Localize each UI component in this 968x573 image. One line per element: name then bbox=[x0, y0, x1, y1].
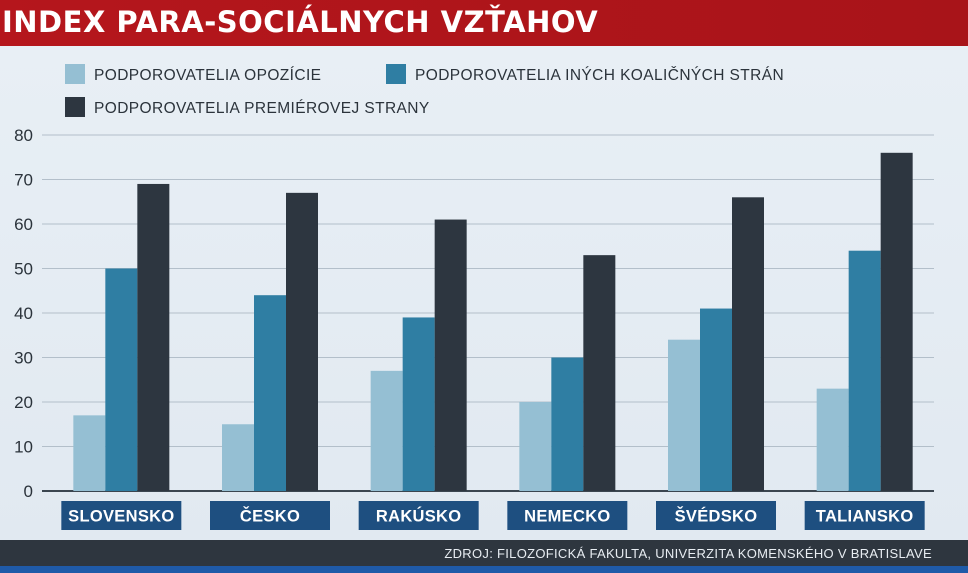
y-tick-label: 20 bbox=[14, 393, 33, 412]
y-tick-label: 30 bbox=[14, 349, 33, 368]
bar bbox=[73, 415, 106, 491]
category-label-box bbox=[210, 501, 330, 530]
title-bar: INDEX PARA-SOCIÁLNYCH VZŤAHOV bbox=[0, 0, 968, 46]
bar bbox=[880, 152, 913, 492]
category-label: RAKÚSKO bbox=[376, 507, 462, 526]
bar bbox=[286, 192, 318, 491]
bars bbox=[73, 152, 913, 492]
bar bbox=[583, 255, 616, 491]
legend-swatch bbox=[65, 97, 85, 117]
legend-swatch bbox=[65, 64, 85, 84]
bar bbox=[137, 183, 170, 491]
chart-area: PODPOROVATELIA OPOZÍCIE PODPOROVATELIA IN… bbox=[0, 46, 968, 540]
legend-label: PODPOROVATELIA OPOZÍCIE bbox=[94, 67, 321, 84]
bar bbox=[254, 295, 286, 491]
bottom-strip bbox=[0, 566, 968, 573]
source-text: ZDROJ: FILOZOFICKÁ FAKULTA, UNIVERZITA K… bbox=[444, 546, 932, 561]
category-label-box bbox=[61, 501, 182, 530]
category-label: ŠVÉDSKO bbox=[675, 507, 758, 526]
bar bbox=[816, 388, 849, 491]
category-label-box bbox=[804, 501, 925, 530]
bar bbox=[434, 219, 467, 492]
chart-title: INDEX PARA-SOCIÁLNYCH VZŤAHOV bbox=[2, 5, 599, 39]
bar bbox=[551, 357, 584, 491]
bar bbox=[732, 197, 764, 492]
y-tick-label: 70 bbox=[14, 171, 33, 190]
y-axis: 0 10 20 30 40 50 60 70 80 bbox=[14, 126, 33, 501]
bar bbox=[668, 339, 700, 491]
y-tick-label: 60 bbox=[14, 215, 33, 234]
y-tick-label: 10 bbox=[14, 438, 33, 457]
bar bbox=[370, 370, 403, 491]
bar bbox=[402, 317, 435, 491]
category-label: NEMECKO bbox=[524, 508, 610, 526]
legend: PODPOROVATELIA OPOZÍCIE PODPOROVATELIA IN… bbox=[65, 64, 784, 117]
bar-chart: PODPOROVATELIA OPOZÍCIE PODPOROVATELIA IN… bbox=[14, 64, 934, 530]
legend-label: PODPOROVATELIA INÝCH KOALIČNÝCH STRÁN bbox=[415, 67, 784, 84]
category-label-box bbox=[507, 501, 628, 530]
category-label: TALIANSKO bbox=[816, 508, 914, 526]
bar bbox=[848, 250, 881, 491]
bar bbox=[222, 424, 254, 491]
bar bbox=[105, 268, 138, 491]
y-tick-label: 0 bbox=[24, 482, 33, 501]
y-tick-label: 80 bbox=[14, 126, 33, 145]
source-bar: ZDROJ: FILOZOFICKÁ FAKULTA, UNIVERZITA K… bbox=[0, 540, 968, 566]
category-label: SLOVENSKO bbox=[68, 508, 174, 526]
gridlines bbox=[42, 134, 934, 492]
x-axis-labels: SLOVENSKO ČESKO RAKÚSKO NEMECKO ŠVÉDSKO TALIA… bbox=[61, 501, 925, 530]
category-label-box bbox=[358, 501, 479, 530]
category-label-box bbox=[656, 501, 776, 530]
legend-swatch bbox=[386, 64, 406, 84]
bar bbox=[700, 308, 732, 491]
category-label: ČESKO bbox=[240, 507, 300, 526]
bar bbox=[519, 402, 552, 491]
legend-label: PODPOROVATELIA PREMIÉROVEJ STRANY bbox=[94, 100, 430, 117]
y-tick-label: 50 bbox=[14, 260, 33, 279]
y-tick-label: 40 bbox=[14, 304, 33, 323]
